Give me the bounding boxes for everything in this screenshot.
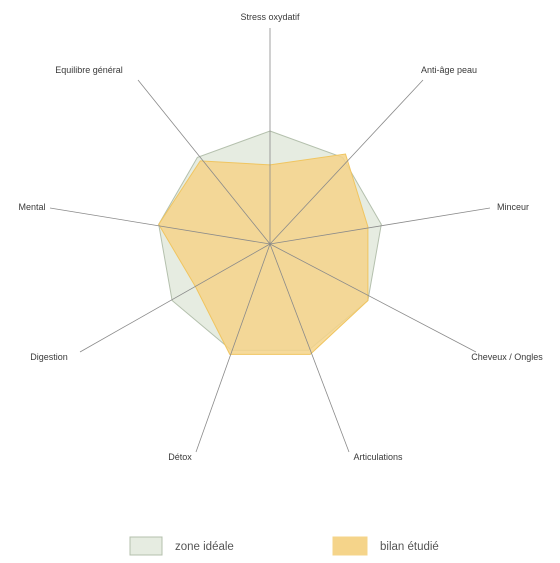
radar-axis-labels: Stress oxydatif Anti-âge peau Minceur Cheve… (18, 12, 543, 462)
legend-swatch-zone-ideale (129, 536, 163, 556)
legend-swatch-bilan-etudie (332, 536, 368, 556)
radar-axes (49, 28, 491, 453)
radar-axis-label: Détox (168, 452, 192, 462)
radar-axis-line (195, 243, 271, 453)
radar-area-bilan-etudie (158, 153, 369, 355)
radar-axis-line (269, 79, 424, 245)
legend-label-zone-ideale: zone idéale (175, 541, 234, 553)
radar-axis-label: Digestion (30, 352, 68, 362)
radar-axis-line (269, 243, 350, 453)
radar-axis-line (137, 79, 271, 245)
radar-axis-label: Equilibre général (55, 65, 123, 75)
radar-axis-label: Minceur (497, 202, 529, 212)
radar-axis-line (269, 207, 491, 245)
radar-axis-label: Articulations (353, 452, 403, 462)
radar-axis-line (79, 243, 271, 353)
radar-axis-label: Mental (18, 202, 45, 212)
radar-axis-line (49, 207, 271, 245)
radar-axis-label: Anti-âge peau (421, 65, 477, 75)
legend-label-bilan-etudie: bilan étudié (380, 541, 439, 553)
radar-axis-label: Stress oxydatif (240, 12, 300, 22)
radar-axis-line (269, 243, 477, 353)
legend: zone idéale bilan étudié (129, 536, 439, 556)
radar-axis-label: Cheveux / Ongles (471, 352, 543, 362)
